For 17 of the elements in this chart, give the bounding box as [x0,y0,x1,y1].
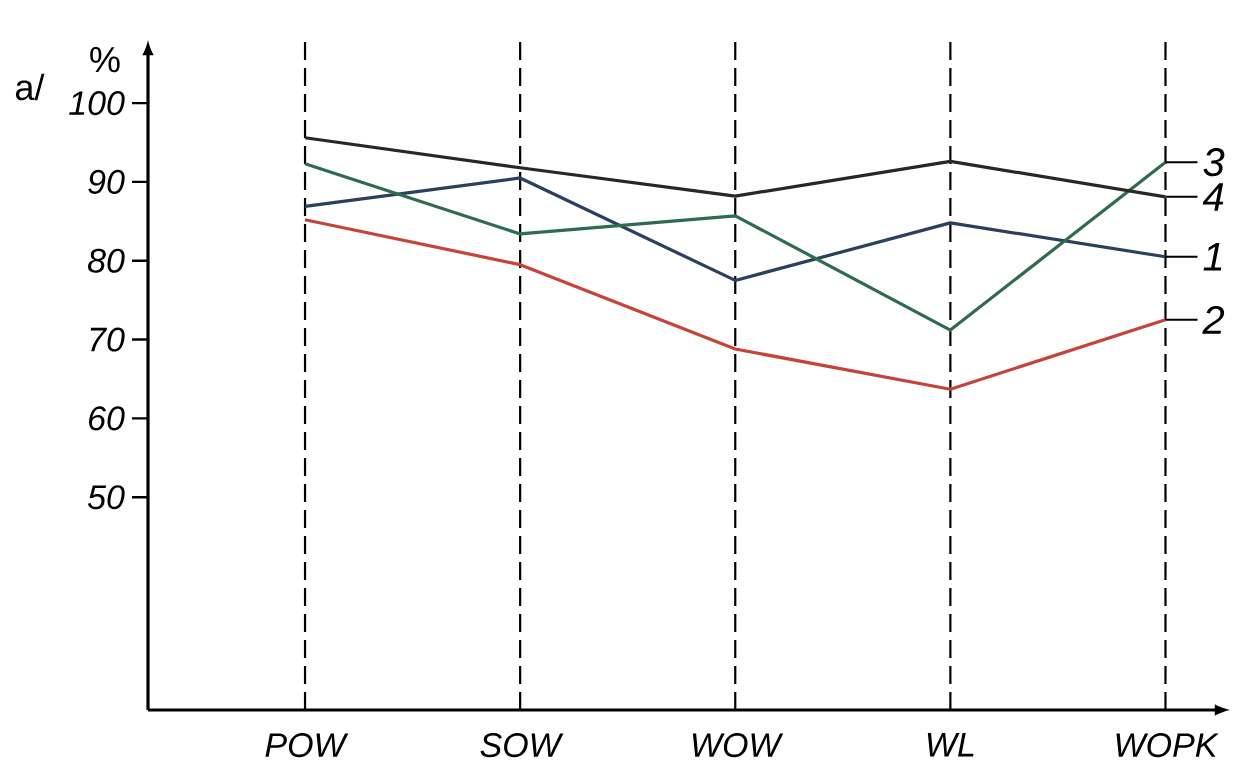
text: a/ [15,73,45,101]
series-label: 1 [1203,243,1222,271]
x-tick-label: SOW [480,733,564,758]
series-label: 3 [1203,148,1225,177]
y-tick-label: 100 [69,91,125,116]
y-tick-label: 70 [90,327,125,352]
series-label: 4 [1202,183,1224,211]
x-tick-label: WL [927,733,974,757]
x-tick-label: WOPK [1116,733,1219,758]
y-axis-title: % [90,47,120,73]
x-tick-label: WOW [692,733,784,758]
y-tick-label: 60 [89,406,125,431]
x-tick-label: POW [265,733,349,758]
y-tick-label: 80 [88,248,125,273]
series-label: 2 [1202,305,1225,334]
y-tick-label: 90 [88,169,125,194]
y-tick-label: 50 [87,485,125,510]
